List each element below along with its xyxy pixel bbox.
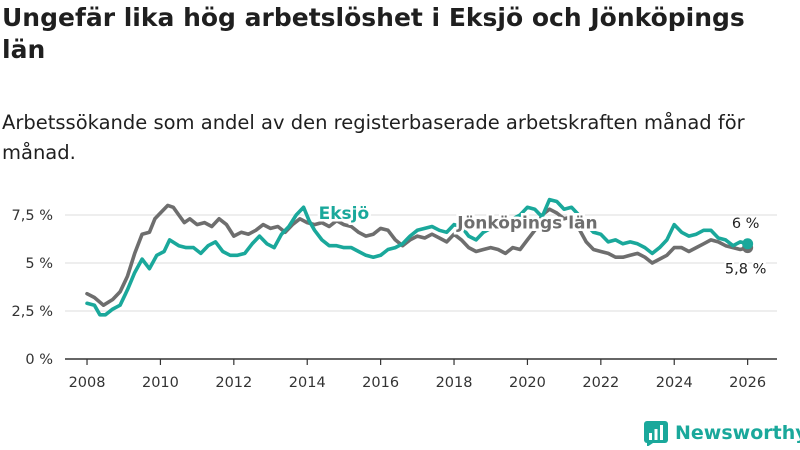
- grid-lines: 0 % 2,5 % 5 % 7,5 %: [12, 208, 777, 368]
- newsworthy-icon: [644, 421, 668, 446]
- series-line-j-nk-pings-l-n: [85, 203, 750, 307]
- series-lines: [85, 197, 754, 317]
- series-end-point: [742, 238, 754, 250]
- newsworthy-logo: Newsworthy: [643, 418, 800, 448]
- y-tick-label: 0 %: [25, 352, 53, 368]
- x-tick-label: 2012: [215, 375, 252, 391]
- x-tick-label: 2026: [729, 375, 766, 391]
- series-label: Eksjö: [319, 204, 370, 224]
- x-tick-label: 2020: [509, 375, 546, 391]
- chart-subtitle: Arbetssökande som andel av den registerb…: [2, 111, 745, 164]
- series-label: Jönköpings län: [456, 213, 597, 233]
- x-tick-label: 2018: [436, 375, 473, 391]
- x-tick-label: 2010: [142, 375, 179, 391]
- series-labels: Eksjö Jönköpings län 5,8 % 6 %: [316, 201, 768, 279]
- y-tick-label: 2,5 %: [12, 304, 53, 320]
- x-axis: 2008 2010 2012 2014 2016 2018 2020 2022 2024 2026: [69, 359, 766, 391]
- chart-title: Ungefär lika hög arbetslöshet i Eksjö oc…: [2, 3, 745, 64]
- x-tick-label: 2022: [582, 375, 619, 391]
- series-line-eksj-: [85, 197, 750, 317]
- y-tick-label: 5 %: [25, 256, 53, 272]
- x-tick-label: 2008: [69, 375, 106, 391]
- x-tick-label: 2014: [289, 375, 326, 391]
- x-tick-label: 2024: [656, 375, 693, 391]
- x-tick-label: 2016: [362, 375, 399, 391]
- end-value-label: 6 %: [732, 216, 760, 232]
- end-value-label: 5,8 %: [725, 262, 766, 278]
- brand-name: Newsworthy: [675, 422, 800, 444]
- y-tick-label: 7,5 %: [12, 208, 53, 224]
